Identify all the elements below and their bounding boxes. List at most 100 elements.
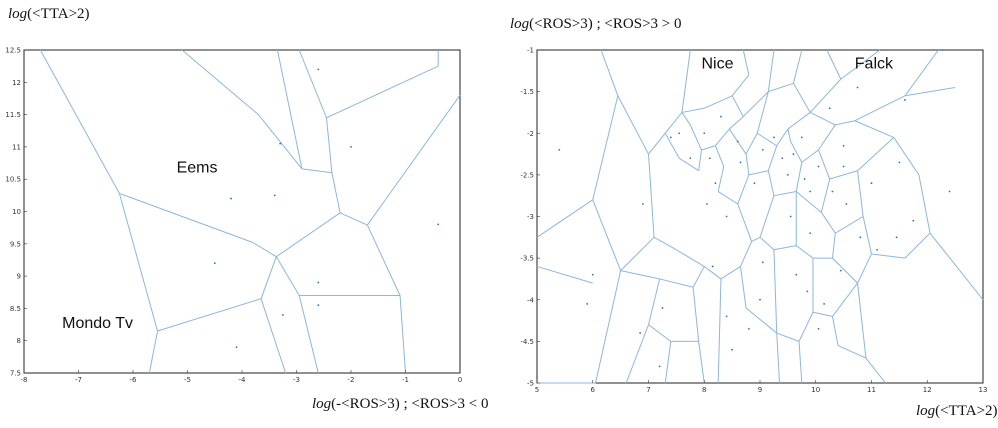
- voronoi-edge: [157, 298, 262, 332]
- data-point: [747, 327, 750, 330]
- data-point: [725, 215, 728, 218]
- right-x-axis-label-arg: (<TTA>2): [935, 403, 998, 419]
- voronoi-edge: [768, 82, 794, 93]
- y-tick-label: -5: [527, 380, 534, 388]
- voronoi-edge: [792, 49, 803, 84]
- voronoi-edge: [767, 49, 775, 92]
- voronoi-edge: [366, 224, 401, 296]
- data-point: [912, 219, 915, 222]
- x-tick-label: 10: [811, 386, 820, 394]
- region-label: Nice: [701, 55, 733, 72]
- voronoi-edge: [118, 193, 159, 332]
- y-tick-label: -4: [527, 296, 535, 304]
- data-point: [731, 348, 734, 351]
- data-point: [317, 68, 320, 71]
- voronoi-edge: [260, 298, 287, 374]
- y-tick-label: 8.5: [10, 305, 21, 313]
- right-voronoi-plot: 5 6 7 8 9 10 11 12 13 -5 -4.5 -4 -3.5 -3 -2.5 -2 -1.5 -1 N…: [520, 47, 987, 395]
- voronoi-edge: [795, 162, 803, 192]
- data-point: [235, 346, 238, 349]
- data-point: [711, 265, 714, 268]
- voronoi-edge: [773, 249, 778, 334]
- region-label: Falck: [855, 55, 894, 72]
- voronoi-edge: [703, 266, 722, 280]
- voronoi-edge: [751, 236, 761, 242]
- right-x-axis-label-prefix: log: [916, 403, 936, 419]
- voronoi-edge: [698, 341, 705, 384]
- y-tick-label: 8: [17, 337, 21, 345]
- data-point: [859, 236, 862, 239]
- voronoi-edge: [714, 145, 725, 167]
- voronoi-edge: [600, 49, 619, 96]
- data-point: [689, 157, 692, 160]
- data-point: [736, 140, 739, 143]
- left-voronoi-plot: -8 -7 -6 -5 -4 -3 -2 -1 0 7.5 8 8.5 9 9.5 10 10.5 11 11.5…: [5, 47, 462, 385]
- data-point: [789, 215, 792, 218]
- voronoi-edge: [773, 245, 797, 251]
- voronoi-edge: [664, 112, 683, 134]
- voronoi-edge: [739, 266, 747, 309]
- voronoi-edge: [681, 107, 705, 113]
- left-x-axis-label-prefix: log: [312, 396, 332, 412]
- voronoi-edge: [857, 283, 867, 359]
- y-tick-label: 9.5: [10, 240, 21, 248]
- voronoi-edge: [776, 332, 800, 342]
- data-point: [661, 307, 664, 309]
- voronoi-edge: [592, 95, 619, 200]
- y-tick-label: 9: [17, 273, 21, 281]
- voronoi-edge: [893, 137, 920, 176]
- voronoi-edge: [592, 199, 622, 271]
- left-y-axis-label: log(<TTA>2): [8, 6, 90, 23]
- y-tick-label: -2.5: [520, 171, 534, 179]
- y-tick-label: 10.5: [5, 176, 21, 184]
- voronoi-edge: [745, 307, 778, 334]
- voronoi-edge: [904, 49, 939, 97]
- voronoi-edge: [857, 170, 864, 217]
- data-point: [753, 182, 756, 185]
- data-point: [800, 136, 803, 139]
- voronoi-edge: [745, 133, 758, 155]
- x-tick-label: 11: [867, 386, 876, 394]
- voronoi-edge: [801, 149, 819, 163]
- voronoi-edge: [795, 191, 822, 213]
- y-tick-label: -4.5: [520, 338, 534, 346]
- voronoi-edge: [39, 49, 120, 194]
- data-point: [773, 136, 775, 139]
- voronoi-edge: [854, 95, 906, 122]
- data-point: [558, 149, 561, 151]
- y-tick-label: 12.5: [5, 47, 21, 55]
- y-tick-label: -1: [527, 47, 534, 55]
- data-point: [759, 298, 761, 301]
- voronoi-edge: [298, 49, 327, 119]
- voronoi-edge: [399, 295, 406, 374]
- voronoi-edge: [904, 232, 931, 259]
- voronoi-edge: [366, 94, 461, 226]
- data-point: [792, 153, 795, 155]
- data-point: [725, 315, 728, 318]
- data-point: [639, 332, 642, 334]
- voronoi-edge: [776, 128, 789, 147]
- voronoi-edge: [301, 168, 332, 174]
- voronoi-edge: [620, 236, 655, 271]
- voronoi-edge: [339, 212, 368, 226]
- data-point: [870, 182, 873, 185]
- data-point: [856, 86, 859, 89]
- y-tick-label: -3: [527, 213, 534, 221]
- data-point: [273, 194, 276, 197]
- voronoi-edge: [664, 133, 680, 159]
- voronoi-edge: [731, 74, 750, 97]
- y-tick-label: 7.5: [10, 370, 21, 378]
- voronoi-edge: [275, 256, 300, 296]
- voronoi-edge: [325, 117, 333, 173]
- voronoi-edge: [767, 170, 775, 196]
- voronoi-edge: [740, 241, 753, 267]
- voronoi-edge: [717, 278, 722, 384]
- voronoi-edge: [260, 256, 277, 299]
- voronoi-edge: [326, 65, 439, 119]
- voronoi-edge: [793, 83, 811, 113]
- region-label: Mondo Tv: [62, 315, 133, 332]
- data-point: [350, 146, 352, 148]
- y-tick-label: -1.5: [520, 88, 534, 96]
- voronoi-edge: [659, 278, 694, 288]
